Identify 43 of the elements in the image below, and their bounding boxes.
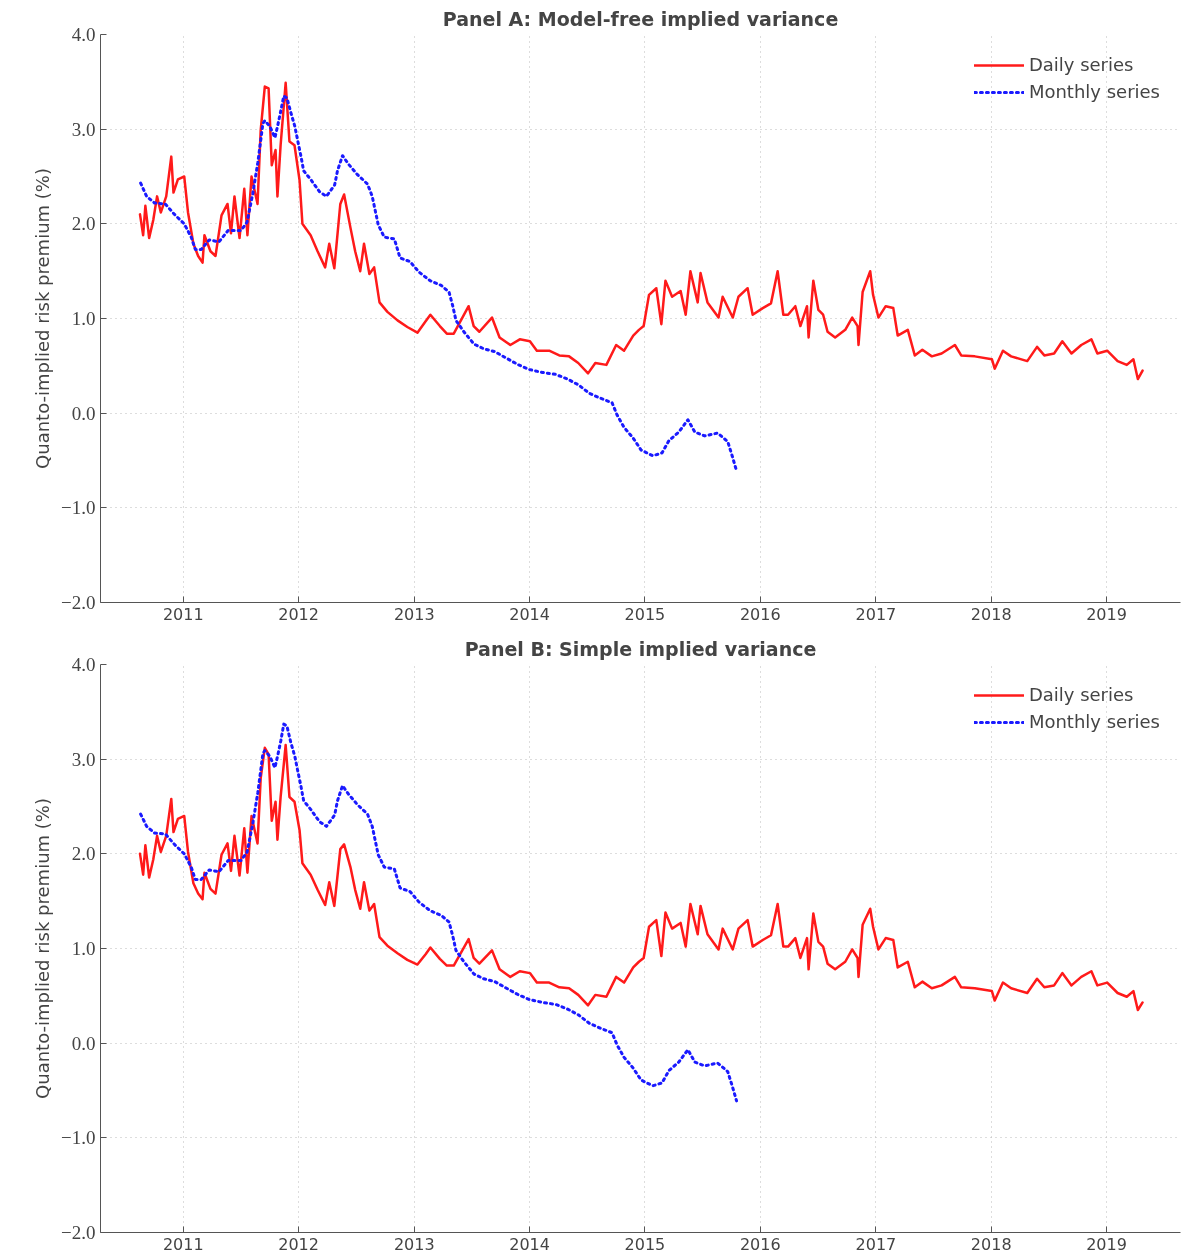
chart-title: Panel B: Simple implied variance [464,637,817,660]
y-tick-label: 1.0 [71,308,96,329]
y-axis-title: Quanto-implied risk premium (%) [32,168,54,469]
x-tick-label: 2015 [624,1234,666,1254]
y-tick-label: 1.0 [71,938,96,959]
line-series [139,722,739,1103]
y-tick-label: 4.0 [71,654,96,675]
legend-label: Daily series [1028,54,1134,75]
y-tick-label: −2.0 [61,1222,96,1243]
legend-label: Daily series [1028,684,1134,705]
y-tick-label: −1.0 [61,497,96,519]
x-tick-label: 2012 [278,1234,319,1254]
x-tick-label: 2011 [162,1234,204,1254]
y-tick-label: −1.0 [61,1127,96,1149]
x-tick-label: 2017 [855,1234,897,1254]
legend-label: Monthly series [1028,81,1160,102]
y-tick-label: 3.0 [71,748,96,770]
line-series [139,94,739,473]
x-tick-label: 2015 [624,604,666,624]
x-tick-label: 2014 [509,604,550,624]
legend-label: Monthly series [1028,711,1160,732]
x-tick-label: 2014 [509,1234,550,1254]
x-tick-label: 2011 [162,604,204,624]
y-tick-label: 0.0 [71,402,96,424]
x-tick-label: 2012 [278,604,319,624]
x-tick-label: 2013 [393,1234,435,1254]
line-series [138,743,1144,1012]
x-tick-label: 2016 [739,1234,781,1254]
y-tick-label: 4.0 [71,24,96,45]
x-tick-label: 2019 [1086,604,1127,624]
y-tick-label: 2.0 [71,843,96,865]
y-tick-label: −2.0 [61,592,96,613]
x-tick-label: 2018 [970,604,1012,624]
y-tick-label: 2.0 [71,213,96,235]
x-tick-label: 2018 [970,1234,1012,1254]
x-tick-label: 2019 [1086,1234,1127,1254]
x-tick-label: 2016 [739,604,781,624]
x-tick-label: 2013 [393,604,435,624]
y-tick-label: 3.0 [71,118,96,140]
chart-title: Panel A: Model-free implied variance [442,7,839,30]
y-axis-title: Quanto-implied risk premium (%) [32,798,54,1099]
x-tick-label: 2017 [855,604,897,624]
y-tick-label: 0.0 [71,1032,96,1054]
